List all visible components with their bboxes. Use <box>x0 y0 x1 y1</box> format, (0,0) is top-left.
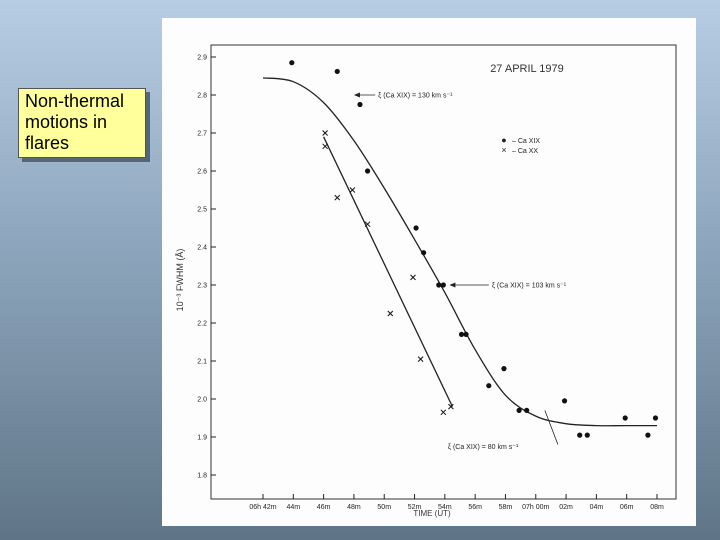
axis-ticks: 06h 42m 44m 46m 48m 50m 52m 54m 56m 58m 07h 00m 02… <box>197 55 664 512</box>
y-tick-label: 2.3 <box>197 283 207 290</box>
x-tick-label: 06m <box>620 504 634 511</box>
ca-xx-point-stroke <box>322 143 328 150</box>
y-tick-label: 2.8 <box>197 93 207 100</box>
ca-xix-point <box>652 415 659 421</box>
ca-xx-point-stroke <box>448 403 454 410</box>
fwhm-time-chart: 27 APRIL 1979 TIME (UT) 10⁻³ FWHM (Å) 06… <box>175 44 677 518</box>
velocity-annotation: ξ (Ca XIX) = 80 km s⁻¹ <box>448 444 519 451</box>
ca-xix-point <box>486 383 492 389</box>
plot-frame <box>210 44 677 500</box>
ca-xix-point <box>364 168 371 174</box>
ca-xix-point <box>421 250 427 256</box>
y-axis-label: 10⁻³ FWHM (Å) <box>175 249 185 312</box>
x-tick-label: 02m <box>559 504 573 511</box>
ca-xix-point <box>334 68 340 75</box>
annotation-pointer <box>544 410 559 445</box>
ca-xx-point-stroke <box>334 194 341 201</box>
ca-xx-point <box>417 356 424 362</box>
ca-xx-point <box>364 221 371 228</box>
legend-label: – Ca XIX <box>512 138 540 145</box>
ca-xix-point <box>622 415 628 421</box>
y-tick-label: 2.1 <box>197 359 207 366</box>
ca-xx-point <box>448 403 454 410</box>
legend-label: – Ca XX <box>512 148 538 155</box>
ca-xx-point <box>349 187 356 193</box>
x-tick-label: 48m <box>347 504 361 511</box>
y-tick-label: 2.4 <box>197 245 207 252</box>
chart-title: 27 APRIL 1979 <box>490 63 564 75</box>
ca-xix-point <box>357 101 363 108</box>
velocity-annotation: ξ (Ca XIX) = 103 km s⁻¹ <box>492 283 567 290</box>
ca-xx-point-stroke <box>364 221 371 228</box>
ca-xix-point <box>413 225 419 231</box>
ca-xx-point-stroke <box>410 274 416 281</box>
x-tick-label: 08m <box>650 504 664 511</box>
x-axis-label: TIME (UT) <box>413 509 451 518</box>
ca-xix-point <box>645 432 651 438</box>
ca-xx-point-stroke <box>322 130 328 136</box>
ca-xx-point <box>322 130 328 136</box>
ca-xx-point <box>322 143 328 150</box>
ca-xix-point <box>577 432 583 438</box>
ca-xix-point <box>584 432 590 438</box>
velocity-annotation: ξ (Ca XIX) = 130 km s⁻¹ <box>378 93 453 100</box>
ca-xx-point <box>410 274 416 281</box>
y-tick-label: 2.0 <box>197 397 207 404</box>
ca-xix-point <box>501 366 507 372</box>
ca-xix-point <box>516 407 522 413</box>
x-tick-label: 50m <box>377 504 391 511</box>
ca-xix-point <box>436 282 442 288</box>
y-tick-label: 2.9 <box>197 55 207 62</box>
legend-symbol: × <box>501 145 506 155</box>
ca-xix-point <box>463 331 469 337</box>
legend-symbol: ● <box>501 135 506 145</box>
ca-xix-point <box>458 331 465 337</box>
annotations: ξ (Ca XIX) = 130 km s⁻¹ ξ (Ca XIX) = 103 … <box>353 92 567 451</box>
y-tick-label: 2.6 <box>197 169 207 176</box>
ca-xx-point-stroke <box>440 409 447 416</box>
annotation-arrowhead <box>353 92 360 98</box>
x-tick-label: 54m <box>438 504 452 511</box>
x-tick-label: 06h 42m <box>249 504 276 511</box>
x-tick-label: 56m <box>468 504 482 511</box>
y-tick-label: 2.7 <box>197 131 207 138</box>
ca-xx-point-stroke <box>349 187 356 193</box>
y-tick-label: 1.9 <box>197 435 207 442</box>
ca-xx-point-stroke <box>387 310 394 317</box>
x-tick-label: 07h 00m <box>522 504 549 511</box>
chart-figure: 27 APRIL 1979 TIME (UT) 10⁻³ FWHM (Å) 06… <box>162 18 696 526</box>
annotation-arrowhead <box>449 282 456 288</box>
fit-curves <box>262 77 657 427</box>
x-tick-label: 46m <box>317 504 331 511</box>
legend: ● – Ca XIX × – Ca XX <box>501 135 540 155</box>
x-tick-label: 58m <box>499 504 513 511</box>
y-tick-label: 1.8 <box>197 473 207 480</box>
ca-xx-point <box>334 194 341 201</box>
y-tick-label: 2.2 <box>197 321 207 328</box>
ca-xix-point <box>440 282 446 288</box>
x-tick-label: 52m <box>408 504 422 511</box>
y-tick-label: 2.5 <box>197 207 207 214</box>
x-tick-label: 04m <box>590 504 604 511</box>
ca-xix-point <box>561 398 568 404</box>
ca-xix-point <box>524 407 530 413</box>
x-tick-label: 44m <box>286 504 300 511</box>
ca-xix-point <box>289 60 295 66</box>
ca-xx-point-stroke <box>417 356 424 362</box>
slide-title: Non-thermal motions in flares <box>18 88 146 158</box>
ca-xix-fit-curve <box>262 77 657 427</box>
ca-xx-fit-line <box>323 136 454 407</box>
ca-xx-point <box>387 310 394 317</box>
ca-xx-point <box>440 409 447 416</box>
data-points <box>289 60 659 438</box>
